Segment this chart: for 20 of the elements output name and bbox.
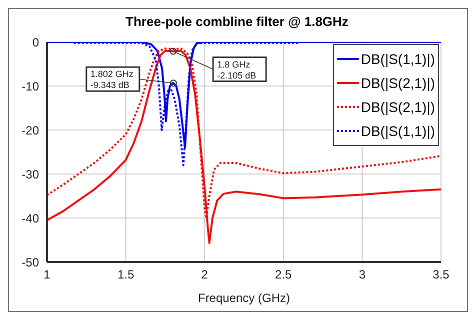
y-tick-label: -30 (22, 167, 40, 182)
x-tick-label: 3 (358, 268, 366, 282)
y-tick-label: -50 (22, 255, 40, 270)
y-tick-label: 0 (32, 35, 40, 50)
x-tick-label: 2.5 (275, 268, 292, 282)
annotation: 1.8 GHz -2.105 dB (217, 59, 256, 80)
x-axis-title: Frequency (GHz) (198, 291, 290, 305)
y-tick-label: -20 (22, 123, 40, 138)
x-tick-label: 2 (201, 268, 208, 282)
chart-title: Three-pole combline filter @ 1.8GHz (124, 14, 350, 29)
legend-label: DB(|S(2,1)|) (360, 99, 435, 115)
legend-label: DB(|S(2,1)|) (360, 75, 435, 91)
annotation: 1.802 GHz -9.343 dB (90, 69, 134, 90)
y-tick-label: -10 (22, 79, 40, 94)
legend-label: DB(|S(1,1)|) (360, 51, 435, 67)
x-tick-label: 3.5 (432, 268, 450, 282)
x-tick-label: 1.5 (117, 268, 134, 282)
legend-label: DB(|S(1,1)|) (360, 123, 435, 139)
x-tick-label: 1 (44, 268, 51, 282)
y-tick-label: -40 (22, 211, 40, 226)
